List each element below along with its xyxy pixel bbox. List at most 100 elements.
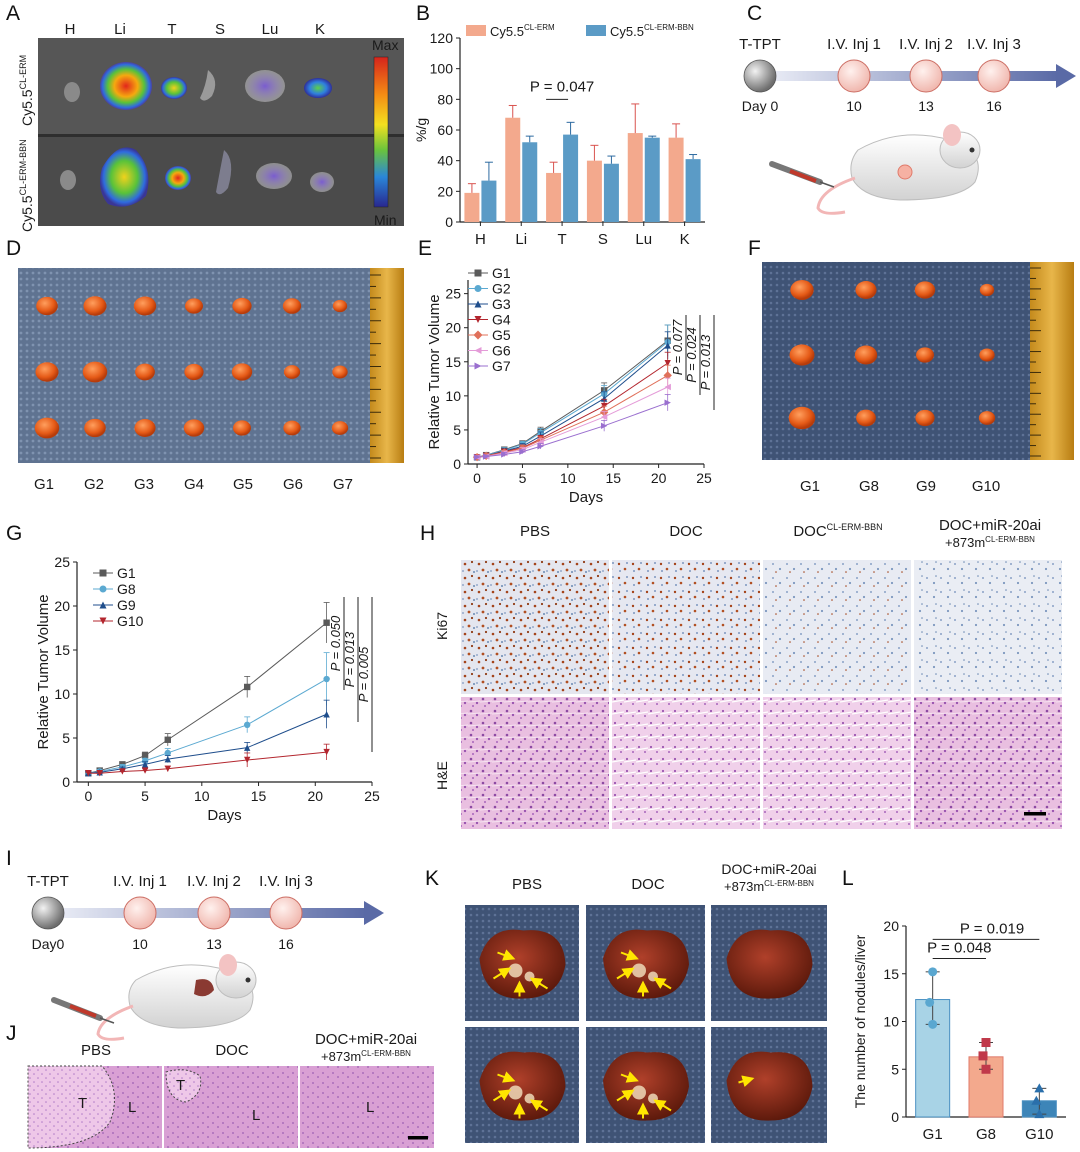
j-tumor-pbs (27, 1065, 115, 1149)
data-point (664, 383, 671, 391)
data-point (323, 748, 330, 756)
mouse-tail-i (96, 1004, 134, 1041)
x-tick-label: G10 (1025, 1126, 1053, 1143)
panel-d: D G1 G2 G3 G4 G5 G6 G7 (6, 237, 404, 493)
nodule-arrow (616, 967, 635, 980)
p-value-annotation: P = 0.005 (356, 646, 371, 702)
h-header-combo-l1: DOC+miR-20ai (939, 517, 1041, 534)
injection-label: I.V. Inj 2 (899, 36, 953, 53)
tumor (915, 409, 935, 427)
x-axis-label: Days (207, 807, 241, 824)
nodule-arrow (620, 949, 639, 961)
row-label-1: Cy5.5CL-ERM (18, 55, 35, 126)
tumor (232, 297, 252, 315)
bar (668, 137, 684, 222)
organ-heart-1 (64, 82, 80, 102)
syringe-needle-c (819, 181, 835, 188)
data-point (164, 765, 171, 772)
legend-marker (474, 316, 482, 323)
x-tick-label: 5 (141, 788, 149, 804)
legend-swatch (466, 25, 486, 36)
group-labels-f: G1 G8 G9 G10 (800, 478, 1000, 495)
p-value-annotation: P = 0.013 (342, 631, 357, 687)
liver (479, 1051, 566, 1121)
y-tick-label: 0 (62, 774, 70, 790)
mouse-tail-c (816, 176, 856, 215)
schedule-i: T-TPT Day0 I.V. Inj 1 10 I.V. Inj 2 13 I.V. In… (27, 873, 384, 952)
tumor (855, 281, 877, 299)
liver-site-i (194, 979, 214, 997)
row-label-2: Cy5.5CL-ERM-BBN (18, 139, 35, 232)
data-point (164, 736, 171, 743)
tumor (854, 345, 878, 365)
j-header-doc: DOC (215, 1042, 249, 1059)
y-tick-label: 100 (430, 61, 454, 77)
organ-labels: H Li T S Lu K (65, 21, 325, 38)
panel-b: B 0 20 40 60 80 100 120 %/g H Li T S Lu K Cy5.5CL-ERM C… (413, 2, 705, 248)
mouse-illustration-c (769, 124, 981, 215)
start-node (31, 896, 65, 930)
h-header-doc-bbn: DOCCL-ERM-BBN (793, 522, 882, 540)
legend-marker (474, 300, 482, 308)
h-header-pbs: PBS (520, 523, 550, 540)
chart-l: 0 5 10 15 20 The number of nodules/liver G1 G8 G… (852, 918, 1066, 1143)
injection-label: I.V. Inj 3 (259, 873, 313, 890)
y-tick-label: 15 (883, 966, 899, 982)
p-value-annotation: P = 0.013 (698, 334, 713, 390)
colorbar (373, 56, 389, 208)
data-point (96, 770, 103, 777)
nodule-arrow (497, 1071, 516, 1083)
data-point (928, 967, 938, 977)
panel-i: I T-TPT Day0 I.V. Inj 1 10 I.V. Inj 2 13 I.V. … (6, 847, 384, 1041)
start-label: T-TPT (27, 873, 69, 890)
data-point (243, 744, 251, 751)
data-point (141, 757, 149, 765)
data-point (1034, 1109, 1045, 1119)
data-point (1031, 1095, 1042, 1105)
j-liver-combo (300, 1066, 434, 1148)
data-point (600, 422, 608, 430)
group-label: G6 (283, 476, 303, 493)
injection-label: I.V. Inj 1 (113, 873, 167, 890)
p-value-annotation: P = 0.024 (684, 327, 699, 383)
bar (505, 117, 521, 222)
organ-spleen-1 (200, 70, 216, 101)
panel-a: A H Li T S Lu K Cy5.5CL-ERM Cy5.5CL-ERM-… (6, 2, 404, 232)
tumor (283, 365, 301, 379)
bar (685, 159, 701, 222)
injection-day: 16 (278, 936, 294, 952)
tumor (134, 419, 156, 437)
nodule-arrow (653, 977, 672, 990)
y-tick-label: 0 (453, 456, 461, 472)
panel-e: E 0 5 10 15 20 25 0 5 10 15 20 25 Days Relative Tumor… (418, 237, 715, 506)
y-tick-label: 20 (883, 918, 899, 934)
data-point (119, 768, 126, 775)
group-labels-d: G1 G2 G3 G4 G5 G6 G7 (34, 476, 353, 493)
organ-label-t: T (167, 21, 176, 38)
tumor (185, 298, 203, 314)
injection-day: 10 (846, 98, 862, 114)
bar (644, 137, 660, 222)
tumor (789, 344, 815, 366)
liver (726, 929, 813, 999)
tumor (231, 363, 253, 381)
tumor (133, 296, 157, 316)
he-pbs (461, 697, 609, 829)
y-tick-label: 120 (430, 30, 454, 46)
organ-kidney-2 (310, 172, 334, 192)
series-line (477, 374, 668, 458)
legend-marker (474, 362, 482, 370)
x-axis-label: Days (569, 489, 603, 506)
p-value-annotation: P = 0.077 (670, 319, 685, 375)
legend-label: Cy5.5CL-ERM-BBN (610, 23, 694, 39)
x-tick-label: G1 (923, 1126, 943, 1143)
histology-h-headers: PBS DOC DOCCL-ERM-BBN DOC+miR-20ai +873m… (520, 517, 1041, 550)
panel-label-i: I (6, 847, 12, 870)
k-header-combo-l1: DOC+miR-20ai (721, 861, 816, 877)
organ-lung-2 (256, 163, 292, 189)
k-header-combo-l2: +873mCL-ERM-BBN (724, 879, 814, 894)
legend-marker (473, 330, 483, 340)
panel-label-b: B (416, 2, 430, 25)
y-tick-label: 0 (445, 214, 453, 230)
ki67-doc-bbn (763, 560, 911, 694)
